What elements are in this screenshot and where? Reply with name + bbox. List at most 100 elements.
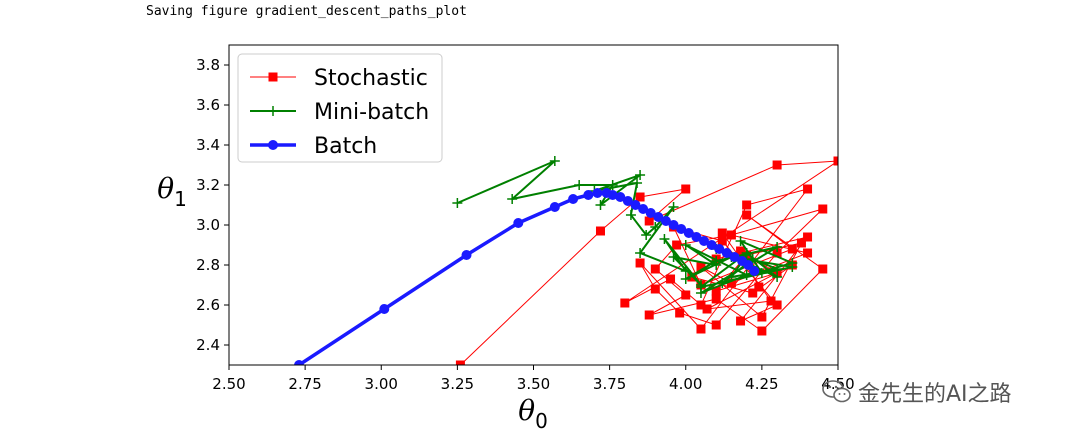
stochastic-point [803,248,813,258]
stochastic-point [696,262,706,272]
batch-point [691,232,702,242]
mini-batch-point [668,252,679,262]
batch-point [513,218,524,228]
stochastic-point [595,226,605,236]
stochastic-point [726,278,736,288]
batch-point [607,190,618,200]
stochastic-point [650,284,660,294]
batch-point [676,224,687,234]
legend-label: Mini-batch [314,100,429,125]
legend-label: Stochastic [314,66,428,91]
stochastic-point [757,312,767,322]
legend-label: Batch [314,134,377,159]
batch-point [668,220,679,230]
y-tick-label: 2.8 [196,256,220,274]
batch-point [645,208,656,218]
x-tick-label: 3.25 [441,375,474,393]
y-axis-label: θ1 [157,172,187,211]
stochastic-point [681,290,691,300]
stochastic-point [787,244,797,254]
stochastic-point [681,184,691,194]
y-tick-label: 3.2 [196,176,220,194]
legend-box [237,53,443,163]
mini-batch-point [711,256,722,266]
legend-entry-batch: Batch [250,134,377,159]
y-tick-label: 2.4 [196,336,220,354]
watermark: 金先生的AI之路 [822,376,1012,408]
stochastic-point [833,156,838,166]
stochastic-point [766,296,776,306]
mini-batch-point [717,278,728,288]
batch-point [583,190,594,200]
batch-point [706,240,717,250]
batch-point [749,266,760,276]
x-tick-label: 3.50 [517,375,550,393]
legend-entry-mini-batch: Mini-batch [250,100,429,125]
stochastic-point [717,236,727,246]
batch-point [721,248,732,258]
mini-batch-point [772,264,783,274]
mini-batch-point [574,180,585,190]
mini-batch-point [549,156,560,166]
mini-batch-point [787,258,798,268]
x-axis-label: θ0 [518,394,548,433]
y-tick-label: 3.6 [196,96,220,114]
stochastic-point [696,300,706,310]
stochastic-point [711,294,721,304]
stochastic-point [711,320,721,330]
stochastic-point [644,216,654,226]
mini-batch-point [607,180,618,190]
stochastic-point [803,184,813,194]
mini-batch-point [695,282,706,292]
x-tick-label: 4.25 [745,375,778,393]
legend-marker [268,72,278,82]
y-tick-label: 3.8 [196,56,220,74]
x-tick-label: 2.75 [288,375,321,393]
batch-point [549,202,560,212]
mini-batch-point [595,200,606,210]
mini-batch-point [635,248,646,258]
wechat-icon [822,380,851,403]
series-layer [294,156,838,365]
mini-batch-point [741,270,752,280]
stochastic-point [620,298,630,308]
stochastic-point [635,192,645,202]
mini-batch-point [650,222,661,232]
batch-point [294,360,305,365]
stochastic-point [796,238,806,248]
stochastic-point [748,288,758,298]
mini-batch-point [680,240,691,250]
batch-point [699,236,710,246]
series-mini-batch [452,156,798,298]
stochastic-point [736,246,746,256]
batch-point [461,250,472,260]
stochastic-point [772,300,782,310]
x-tick-label: 3.75 [593,375,626,393]
stochastic-point [696,324,706,334]
y-tick-label: 3.0 [196,216,220,234]
stochastic-point [717,228,727,238]
watermark-text: 金先生的AI之路 [858,382,1012,407]
stochastic-point [650,264,660,274]
mini-batch-point [507,194,518,204]
legend: Stochastic Mini-batch Batch [237,53,443,163]
y-tick-label: 3.4 [196,136,220,154]
batch-point [714,244,725,254]
series-stochastic [455,156,838,365]
x-tick-label: 4.00 [669,375,702,393]
x-tick-label: 4.50 [821,375,854,393]
stochastic-point [772,160,782,170]
mini-batch-point [741,250,752,260]
mini-batch-point [625,210,636,220]
stochastic-point [754,282,764,292]
y-tick-label: 2.6 [196,296,220,314]
stochastic-point [711,286,721,296]
mini-batch-point [680,274,691,284]
mini-batch-point [668,202,679,212]
stochastic-point [455,360,465,365]
mini-batch-point [747,254,758,264]
batch-point [729,252,740,262]
batch-point [743,260,754,270]
stochastic-point [675,308,685,318]
x-tick-label: 2.50 [212,375,245,393]
